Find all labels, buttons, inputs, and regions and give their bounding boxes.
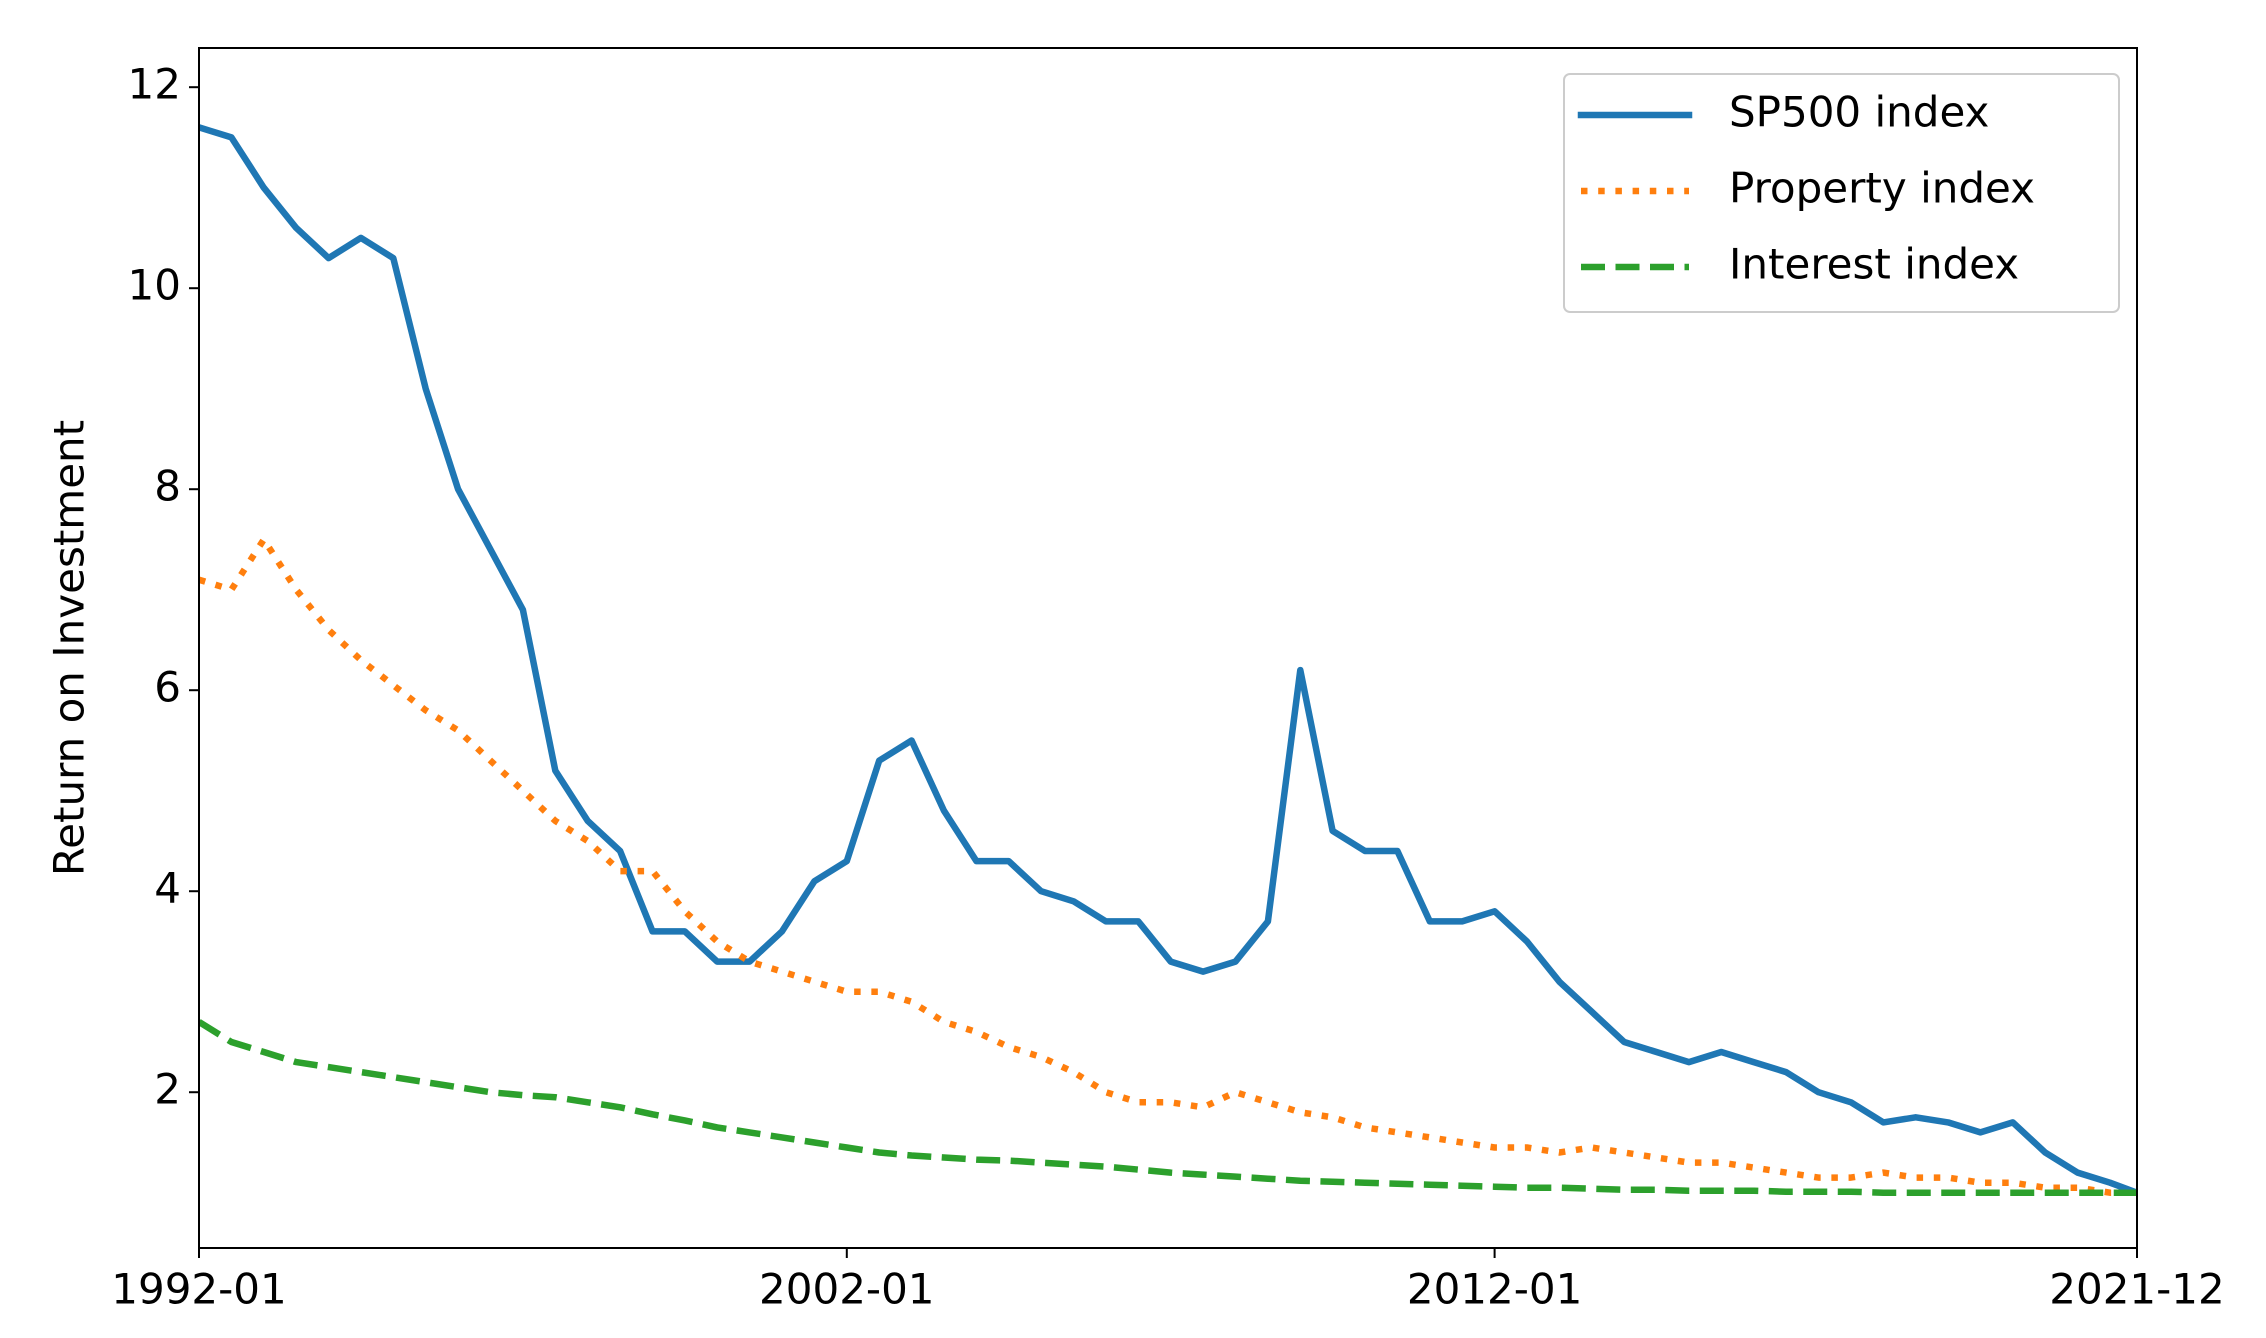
line-series [199,1019,2137,1196]
plot-frame [198,47,2138,1249]
line-series [199,123,2137,1197]
line-series [199,536,2137,1196]
x-tick-label: 1992-01 [111,1265,287,1314]
legend-label: Property index [1729,164,2035,213]
x-tick-label: 2012-01 [1407,1265,1583,1314]
y-tick-label: 4 [154,864,181,913]
y-tick-label: 6 [154,663,181,712]
y-tick-label: 2 [154,1065,181,1114]
legend-box [1563,73,2120,313]
y-tick-label: 12 [128,60,181,109]
legend-label: SP500 index [1729,88,1989,137]
y-tick-label: 10 [128,261,181,310]
x-tick-label: 2002-01 [759,1265,935,1314]
y-tick-label: 8 [154,462,181,511]
y-axis-label: Return on Investment [45,420,94,876]
x-tick-label: 2021-12 [2049,1265,2225,1314]
legend-label: Interest index [1729,240,2019,289]
